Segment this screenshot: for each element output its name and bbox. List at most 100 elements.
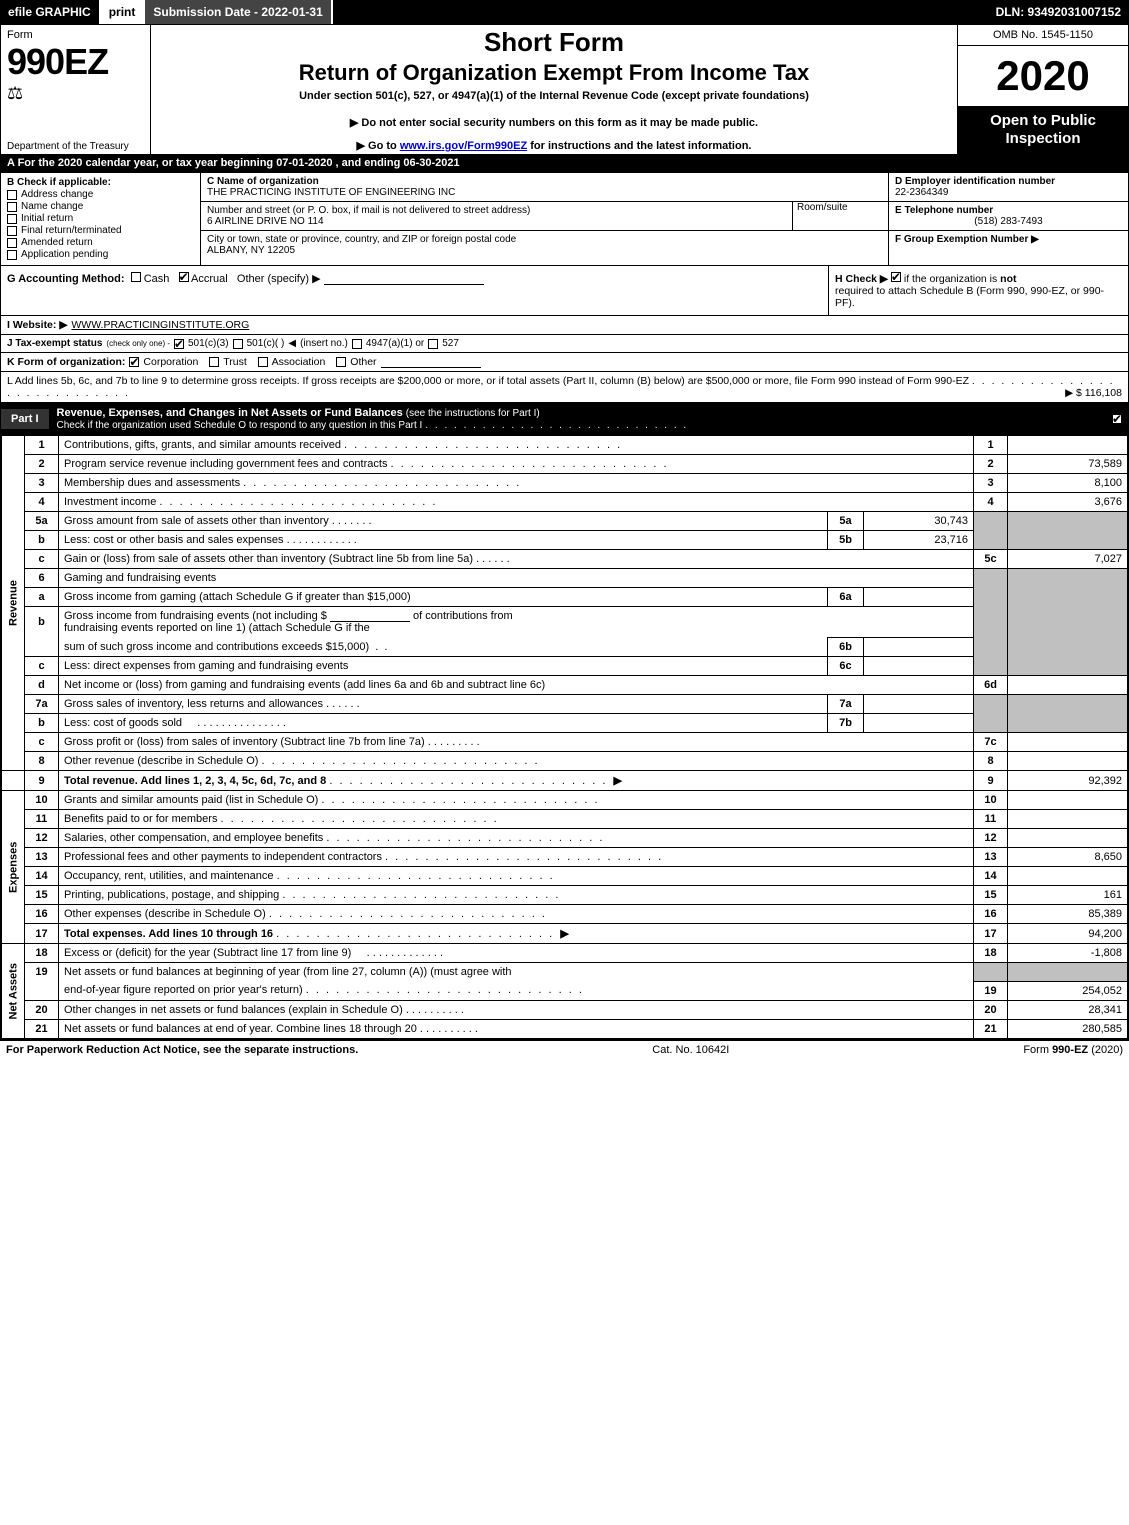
cb-h[interactable]	[891, 272, 901, 282]
ln-19: 19	[25, 963, 59, 982]
website-value: WWW.PRACTICINGINSTITUTE.ORG	[71, 319, 249, 331]
ln-7a: 7a	[25, 695, 59, 714]
ln-13: 13	[25, 848, 59, 867]
desc-6a: Gross income from gaming (attach Schedul…	[59, 588, 828, 607]
form-container: Form 990EZ ⚖ Department of the Treasury …	[0, 24, 1129, 1040]
title-short-form: Short Form	[159, 27, 949, 58]
cb-4947[interactable]	[352, 339, 362, 349]
l-text: L Add lines 5b, 6c, and 7b to line 9 to …	[7, 375, 969, 387]
section-b: B Check if applicable: Address change Na…	[1, 173, 201, 265]
cb-assoc[interactable]	[258, 357, 268, 367]
ln-14: 14	[25, 867, 59, 886]
desc-18: Excess or (deficit) for the year (Subtra…	[64, 947, 351, 959]
ln-6d: d	[25, 676, 59, 695]
rn-18: 18	[974, 944, 1008, 963]
sn-7a: 7a	[828, 695, 864, 714]
treasury-seal-icon: ⚖	[7, 83, 144, 104]
ln-17: 17	[25, 924, 59, 944]
ln-6: 6	[25, 569, 59, 588]
header-left: Form 990EZ ⚖ Department of the Treasury …	[1, 25, 151, 154]
grey-6b2	[974, 638, 1008, 657]
amt-11	[1008, 810, 1128, 829]
tax-year: 2020	[958, 46, 1128, 106]
cb-name-change[interactable]: Name change	[7, 201, 194, 212]
sv-7a	[864, 695, 974, 714]
tel-label: E Telephone number	[895, 205, 993, 216]
ln-6c: c	[25, 657, 59, 676]
title-return: Return of Organization Exempt From Incom…	[159, 60, 949, 86]
h-not: not	[1000, 273, 1016, 285]
header-mid: Short Form Return of Organization Exempt…	[151, 25, 958, 154]
section-a: A For the 2020 calendar year, or tax yea…	[1, 154, 1128, 172]
cb-other-org[interactable]	[336, 357, 346, 367]
grey-5a	[974, 512, 1008, 531]
goto-line: ▶ Go to www.irs.gov/Form990EZ for instru…	[159, 139, 949, 152]
desc-4: Investment income	[64, 496, 156, 508]
g-label: G Accounting Method:	[7, 273, 125, 285]
cb-527[interactable]	[428, 339, 438, 349]
cb-accrual[interactable]	[179, 272, 189, 282]
sn-6b: 6b	[828, 638, 864, 657]
footer-right-post: (2020)	[1088, 1044, 1123, 1056]
grey-6c	[974, 657, 1008, 676]
amt-10	[1008, 791, 1128, 810]
cb-501c3[interactable]	[174, 339, 184, 349]
other-org-input[interactable]	[381, 356, 481, 368]
opt-accrual: Accrual	[191, 273, 228, 285]
opt-4947: 4947(a)(1) or	[366, 338, 424, 349]
h-txt1: if the organization is	[904, 273, 1000, 285]
grey-6	[974, 569, 1008, 588]
contrib-amount-input[interactable]	[330, 610, 410, 622]
sn-7b: 7b	[828, 714, 864, 733]
grey-7a	[974, 695, 1008, 714]
cb-address-change[interactable]: Address change	[7, 189, 194, 200]
footer-mid: Cat. No. 10642I	[358, 1044, 1023, 1056]
grey-5b	[974, 531, 1008, 550]
ln-16: 16	[25, 905, 59, 924]
section-c: C Name of organization THE PRACTICING IN…	[201, 173, 888, 265]
cb-schedule-o[interactable]	[1112, 414, 1122, 424]
opt-initial: Initial return	[21, 213, 73, 224]
ln-21: 21	[25, 1019, 59, 1038]
cb-cash[interactable]	[131, 272, 141, 282]
cb-corp[interactable]	[129, 357, 139, 367]
dln-label: DLN: 93492031007152	[988, 0, 1129, 24]
desc-5a: Gross amount from sale of assets other t…	[64, 515, 329, 527]
cb-initial-return[interactable]: Initial return	[7, 213, 194, 224]
amt-17: 94,200	[1008, 924, 1128, 944]
grey-5a-amt	[1008, 512, 1128, 531]
cb-501c[interactable]	[233, 339, 243, 349]
irs-link[interactable]: www.irs.gov/Form990EZ	[400, 140, 527, 152]
desc-6b-1: Gross income from fundraising events (no…	[59, 607, 974, 638]
sv-5b: 23,716	[864, 531, 974, 550]
amt-18: -1,808	[1008, 944, 1128, 963]
opt-501c: 501(c)( )	[247, 338, 285, 349]
other-specify-input[interactable]	[324, 273, 484, 285]
ln-5b: b	[25, 531, 59, 550]
section-l: L Add lines 5b, 6c, and 7b to line 9 to …	[1, 371, 1128, 402]
cb-amended-return[interactable]: Amended return	[7, 237, 194, 248]
g-h-row: G Accounting Method: Cash Accrual Other …	[1, 265, 1128, 315]
sn-5b: 5b	[828, 531, 864, 550]
cb-trust[interactable]	[209, 357, 219, 367]
opt-amended: Amended return	[21, 237, 93, 248]
cb-application-pending[interactable]: Application pending	[7, 249, 194, 260]
desc-3: Membership dues and assessments	[64, 477, 240, 489]
opt-pending: Application pending	[21, 249, 108, 260]
grey-6b1-amt	[1008, 607, 1128, 638]
section-j: J Tax-exempt status (check only one) - 5…	[1, 334, 1128, 352]
cb-final-return[interactable]: Final return/terminated	[7, 225, 194, 236]
print-button[interactable]: print	[101, 0, 146, 24]
desc-12: Salaries, other compensation, and employ…	[64, 832, 323, 844]
amt-1	[1008, 436, 1128, 455]
rn-20: 20	[974, 1000, 1008, 1019]
amt-21: 280,585	[1008, 1019, 1128, 1038]
j-label: J Tax-exempt status	[7, 338, 102, 349]
section-d: D Employer identification number 22-2364…	[888, 173, 1128, 265]
section-i: I Website: ▶ WWW.PRACTICINGINSTITUTE.ORG	[1, 315, 1128, 334]
amt-6d	[1008, 676, 1128, 695]
desc-8: Other revenue (describe in Schedule O)	[64, 755, 258, 767]
ln-9: 9	[25, 771, 59, 791]
ln-12: 12	[25, 829, 59, 848]
desc-5c: Gain or (loss) from sale of assets other…	[64, 553, 473, 565]
